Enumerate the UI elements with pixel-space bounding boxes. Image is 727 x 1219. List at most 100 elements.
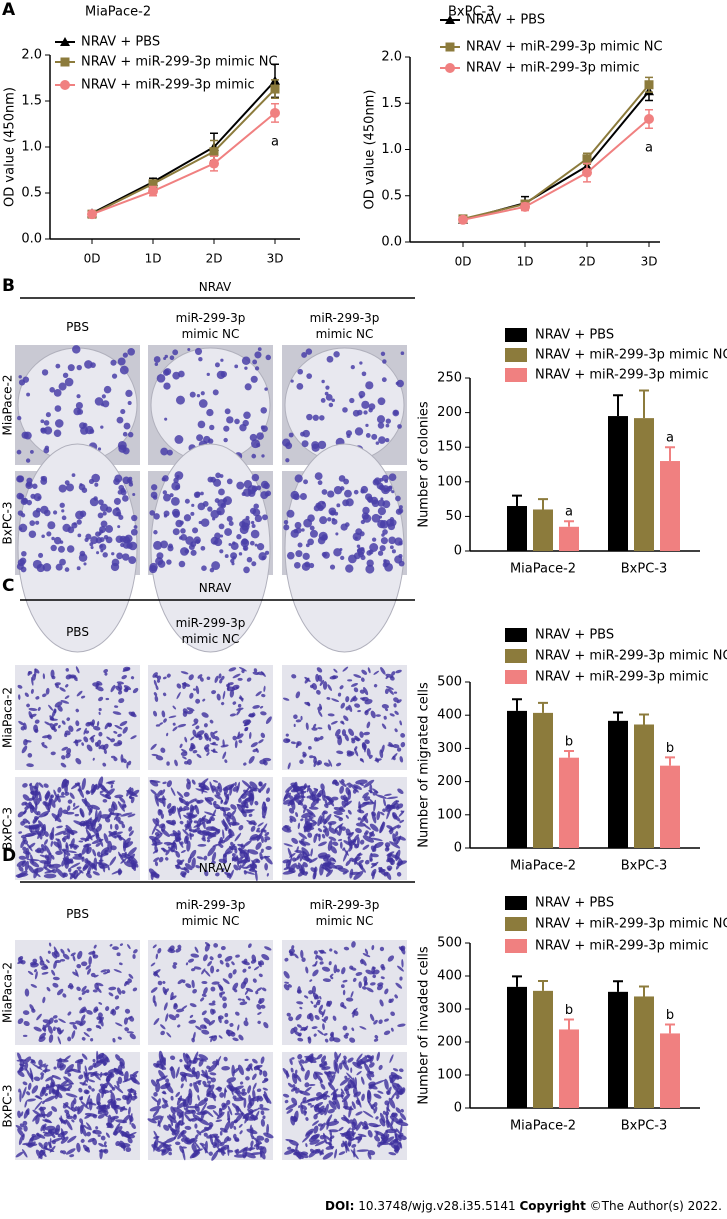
- colony: [357, 410, 363, 416]
- cell: [238, 798, 242, 803]
- colony: [217, 511, 221, 515]
- marker: [445, 63, 455, 73]
- colony: [197, 394, 200, 397]
- colony: [53, 510, 57, 514]
- colony: [253, 503, 258, 508]
- colony: [303, 553, 310, 560]
- colony: [120, 366, 129, 375]
- colony: [264, 387, 267, 390]
- colony: [323, 552, 330, 559]
- colony: [65, 567, 70, 572]
- colony: [201, 518, 210, 527]
- row-label: BxPC-3: [1, 1085, 15, 1128]
- colony: [209, 425, 214, 430]
- colony: [379, 478, 383, 482]
- bar: [559, 1029, 579, 1108]
- colony: [284, 520, 288, 524]
- colony: [166, 559, 171, 564]
- legend-label: NRAV + miR-299-3p mimic NC: [466, 40, 663, 55]
- marker: [583, 154, 592, 163]
- colony: [369, 550, 374, 555]
- colony: [118, 485, 124, 491]
- colony: [18, 375, 21, 378]
- colony: [131, 515, 137, 521]
- colony: [220, 359, 223, 362]
- colony: [297, 369, 303, 375]
- colony: [371, 434, 377, 440]
- colony: [169, 493, 173, 497]
- colony: [244, 366, 247, 369]
- colony: [287, 552, 295, 560]
- colony: [113, 478, 120, 485]
- colony: [60, 503, 65, 508]
- colony: [357, 545, 360, 548]
- colony: [251, 530, 260, 539]
- colony: [118, 515, 123, 520]
- colony: [55, 419, 64, 428]
- colony: [21, 513, 25, 517]
- colony: [285, 442, 292, 449]
- photo: [148, 665, 273, 770]
- colony: [372, 514, 381, 523]
- bar: [660, 1033, 680, 1108]
- colony: [254, 351, 261, 358]
- colony: [250, 541, 255, 546]
- y-tick-label: 1.0: [21, 140, 42, 155]
- colony: [129, 482, 133, 486]
- colony: [90, 498, 99, 507]
- colony: [128, 432, 134, 438]
- colony: [300, 493, 307, 500]
- doi-label: DOI:: [325, 1199, 354, 1213]
- cell: [362, 697, 369, 701]
- colony: [355, 537, 358, 540]
- legend-swatch: [505, 348, 527, 362]
- colony: [165, 355, 168, 358]
- y-tick-label: 100: [437, 807, 462, 822]
- colony: [355, 528, 362, 535]
- error-bar: [512, 699, 522, 711]
- bar: [533, 713, 553, 848]
- colony: [21, 551, 27, 557]
- colony: [201, 565, 207, 571]
- colony: [239, 424, 246, 431]
- y-tick-label: 0.5: [21, 186, 42, 201]
- colony: [399, 561, 405, 567]
- colony: [54, 429, 62, 437]
- colony: [293, 529, 298, 534]
- legend-swatch: [505, 896, 527, 910]
- marker: [61, 58, 70, 67]
- colony: [84, 360, 93, 369]
- colony: [125, 535, 133, 543]
- colony: [344, 490, 352, 498]
- colony: [291, 491, 299, 499]
- colony: [196, 434, 203, 441]
- colony: [243, 412, 251, 420]
- legend-label: NRAV + miR-299-3p mimic: [535, 368, 709, 383]
- column-label: PBS: [35, 319, 120, 335]
- colony: [361, 547, 365, 551]
- legend-label: NRAV + miR-299-3p mimic NC: [535, 649, 727, 664]
- x-tick-label: BxPC-3: [621, 859, 668, 874]
- colony: [378, 507, 386, 515]
- colony: [201, 546, 206, 551]
- colony: [313, 415, 319, 421]
- colony: [258, 347, 262, 351]
- row-label: MiaPaca-2: [1, 962, 15, 1023]
- colony: [318, 537, 326, 545]
- error-bar: [665, 757, 675, 765]
- colony: [199, 399, 208, 408]
- error-bar: [564, 751, 574, 758]
- error-bar: [538, 499, 548, 509]
- colony: [378, 551, 383, 556]
- colony: [26, 393, 30, 397]
- y-tick-label: 0.5: [381, 188, 402, 203]
- error-bar: [639, 987, 649, 997]
- colony: [354, 490, 359, 495]
- colony: [19, 494, 25, 500]
- colony: [154, 356, 161, 363]
- colony: [153, 530, 157, 534]
- y-tick-label: 0: [454, 1101, 462, 1116]
- colony: [215, 362, 220, 367]
- cell: [99, 1149, 107, 1152]
- x-tick-label: 2D: [206, 252, 223, 266]
